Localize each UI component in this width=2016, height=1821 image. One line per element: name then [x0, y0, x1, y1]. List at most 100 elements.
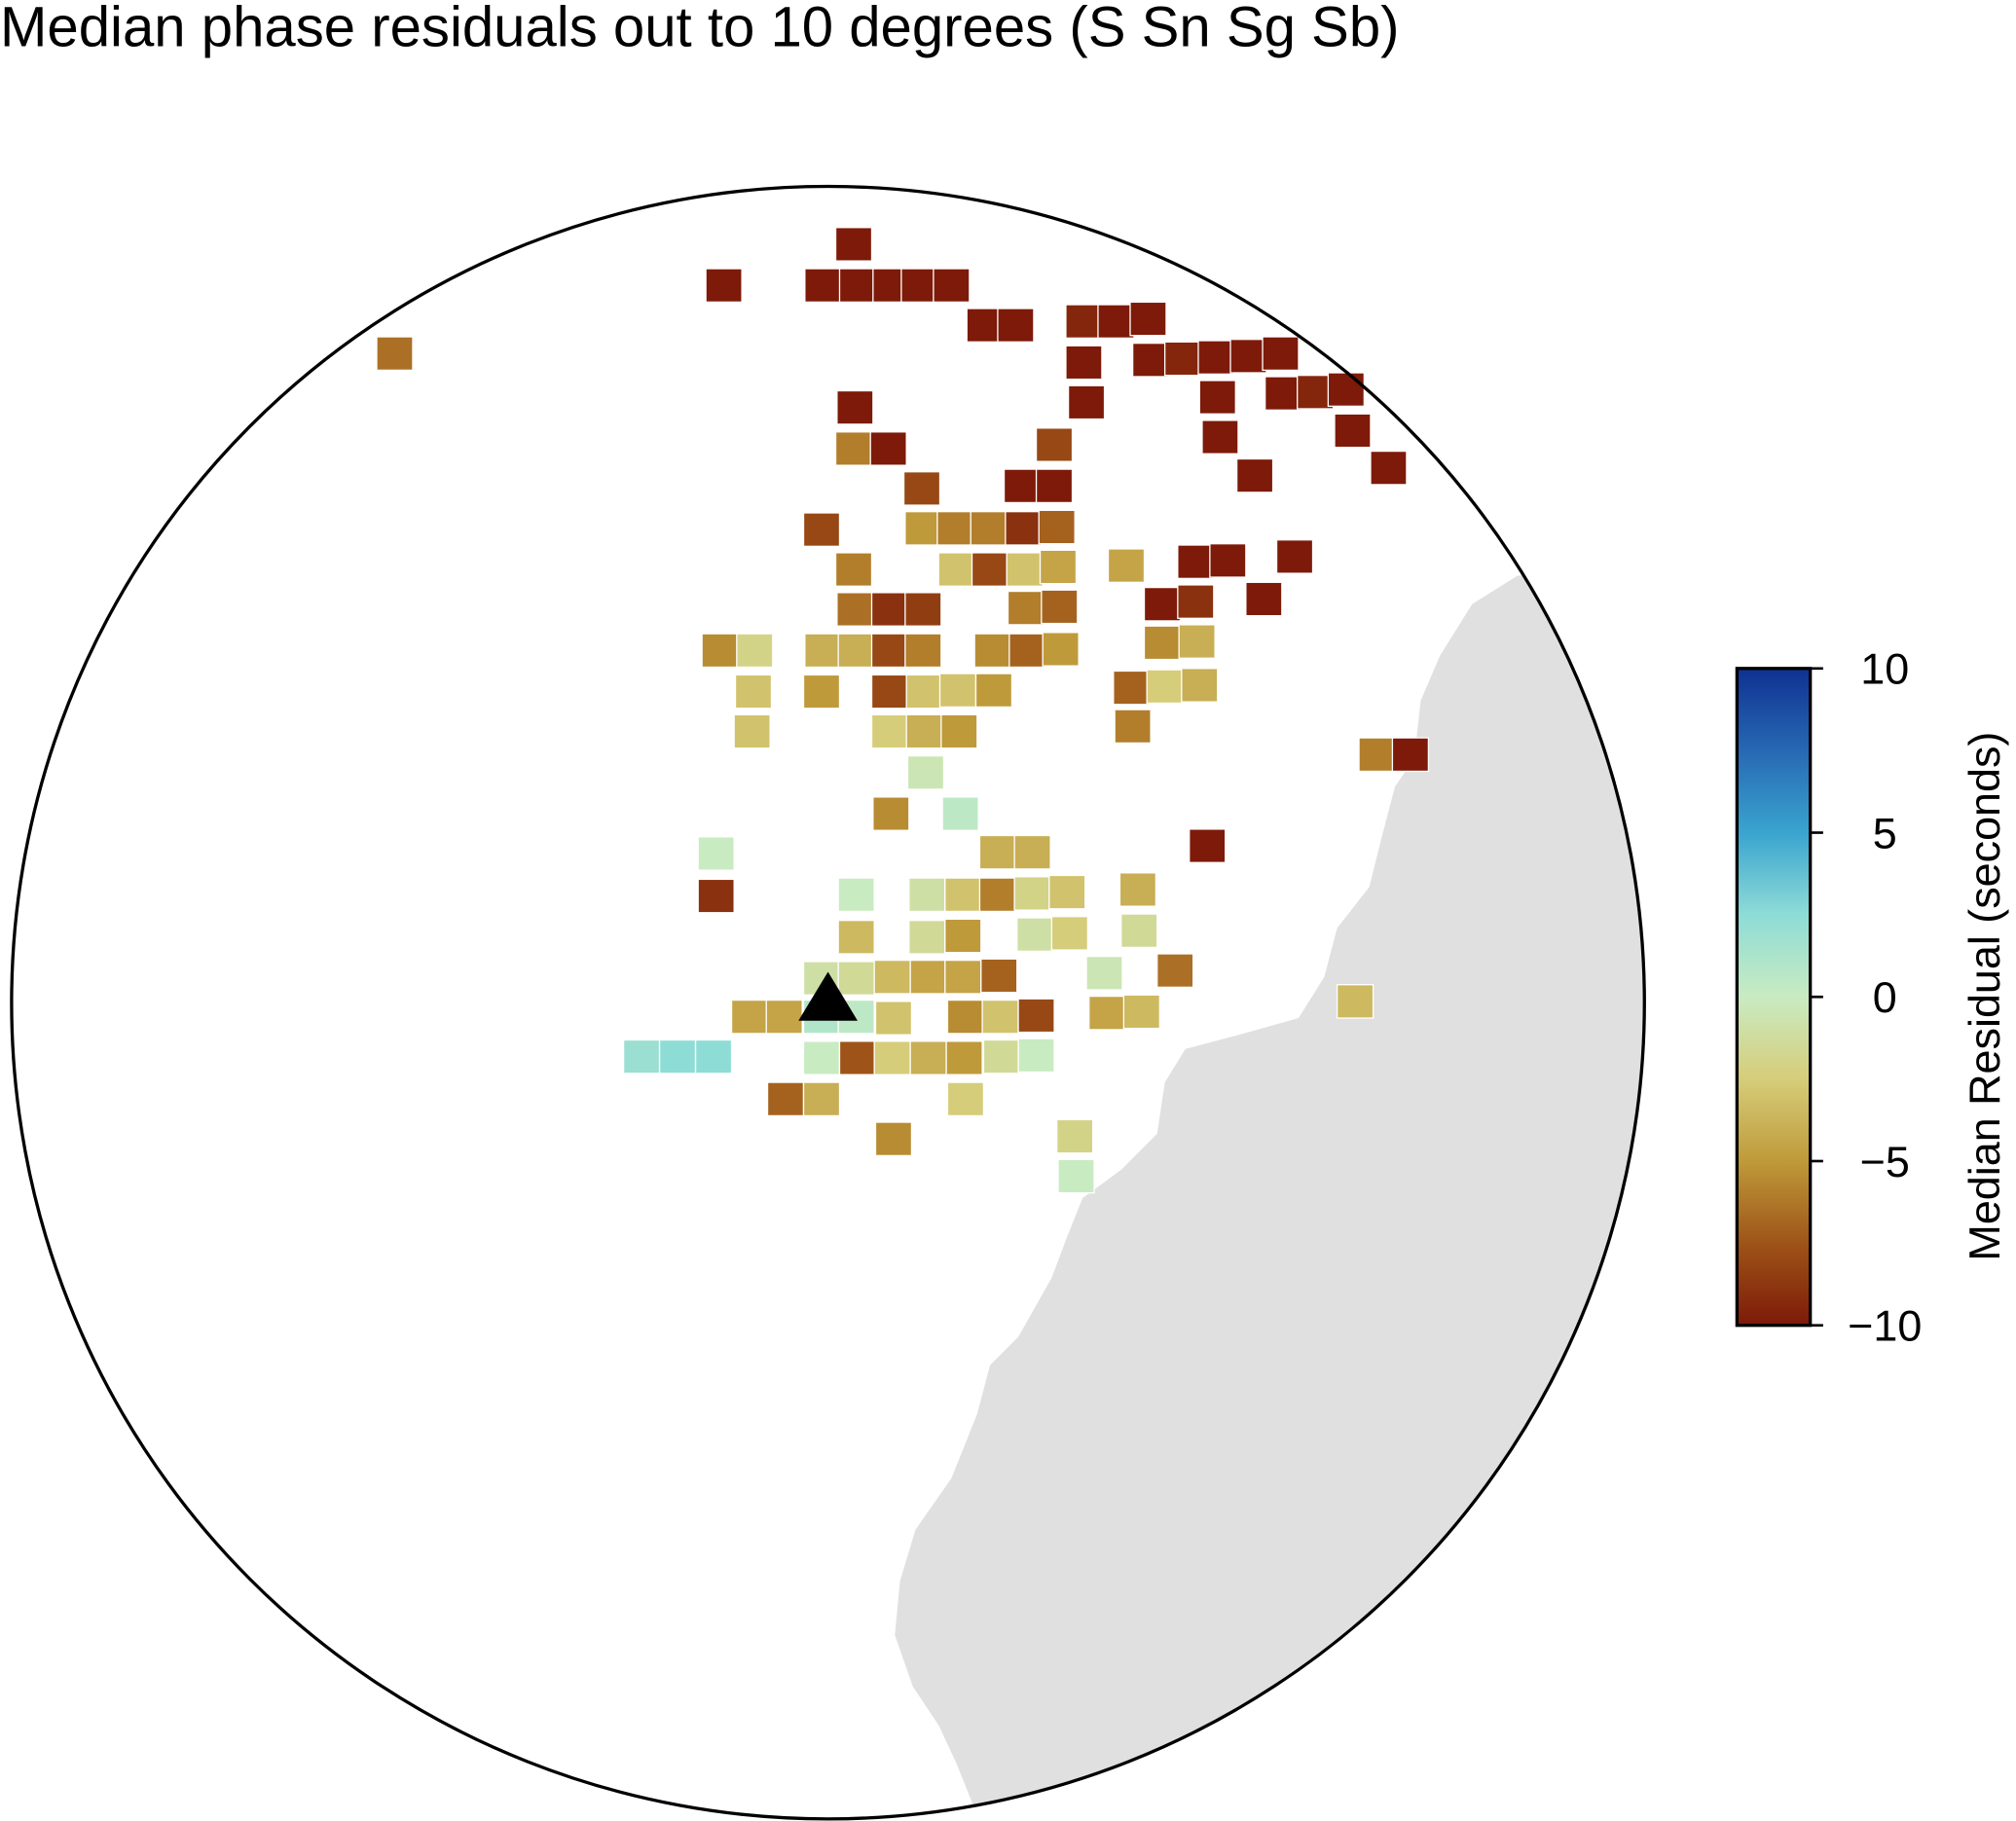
residual-cell: [658, 1038, 697, 1074]
residual-cell: [1358, 737, 1396, 773]
residual-cell: [937, 552, 975, 587]
residual-cell: [834, 552, 873, 587]
residual-cell: [1334, 413, 1372, 449]
residual-cell: [904, 633, 942, 669]
residual-cell: [869, 431, 907, 466]
residual-cell: [1107, 548, 1146, 583]
residual-cell: [904, 592, 942, 627]
station-marker: [798, 971, 858, 1021]
residual-cell: [1201, 419, 1239, 455]
residual-cell: [804, 633, 842, 669]
residual-cell: [909, 959, 947, 995]
residual-cell: [872, 796, 910, 831]
residual-cell: [1013, 876, 1051, 911]
residual-cell: [804, 268, 842, 304]
residual-cell: [1013, 834, 1051, 870]
residual-cell: [1118, 872, 1157, 907]
residual-cell: [1065, 304, 1103, 340]
residual-cell: [1113, 670, 1151, 706]
residual-cell: [1275, 539, 1314, 574]
residual-cell: [1065, 345, 1103, 381]
residual-cell: [730, 999, 769, 1035]
residual-cell: [973, 633, 1011, 669]
cell-layer: [376, 227, 1430, 1194]
residual-cell: [1245, 581, 1283, 617]
residual-cell: [697, 836, 735, 871]
residual-cell: [1198, 380, 1236, 415]
residual-cell: [1197, 340, 1235, 376]
residual-cell: [694, 1038, 733, 1074]
residual-cell: [1156, 953, 1194, 989]
residual-cell: [1177, 584, 1215, 619]
residual-cell: [900, 268, 938, 304]
residual-cell: [1085, 955, 1123, 991]
residual-cell: [1048, 874, 1086, 910]
residual-cell: [974, 673, 1013, 709]
residual-cell: [1114, 709, 1152, 745]
residual-cell: [837, 877, 875, 913]
residual-cell: [1003, 468, 1042, 504]
land-layer: [895, 539, 1645, 1819]
residual-cell: [1097, 304, 1135, 340]
residual-cell: [1181, 668, 1219, 703]
residual-cell: [902, 471, 941, 506]
residual-cell: [1370, 450, 1408, 486]
residual-cell: [838, 1040, 877, 1075]
colorbar-label: Median Residual (seconds): [1960, 732, 2009, 1261]
residual-cell: [1007, 590, 1045, 626]
residual-cell: [1235, 457, 1274, 493]
residual-cell: [1131, 342, 1170, 378]
land: [895, 539, 1645, 1819]
residual-cell: [1056, 1118, 1094, 1154]
residual-cell: [836, 592, 874, 627]
residual-cell: [802, 1081, 841, 1117]
residual-cell: [971, 552, 1009, 587]
residual-cell: [1057, 1158, 1095, 1194]
residual-cell: [701, 633, 739, 669]
residual-cell: [1035, 468, 1074, 504]
residual-cell: [1327, 372, 1366, 408]
residual-cell: [1178, 624, 1216, 659]
residual-cell: [874, 1001, 913, 1036]
residual-cell: [908, 877, 946, 913]
globe-outline: [10, 184, 1646, 1821]
residual-cell: [1229, 339, 1267, 374]
residual-cell: [705, 268, 743, 304]
residual-cell: [944, 959, 982, 995]
residual-cell: [837, 961, 875, 996]
residual-cell: [1088, 995, 1126, 1031]
residual-cell: [904, 511, 942, 546]
residual-cell: [837, 920, 875, 955]
residual-cell: [733, 713, 771, 749]
colorbar-tick-label: 10: [1860, 644, 1909, 694]
residual-cell: [1017, 998, 1055, 1034]
residual-cell: [873, 959, 911, 995]
residual-cell: [1143, 625, 1182, 661]
residual-cell: [766, 1081, 805, 1117]
residual-cell: [938, 673, 977, 709]
residual-cell: [1041, 589, 1079, 625]
residual-cell: [734, 674, 773, 710]
residual-cell: [944, 918, 982, 954]
residual-cell: [1262, 336, 1300, 372]
residual-cell: [834, 227, 873, 262]
colorbar-gradient: [1735, 667, 1813, 1328]
residual-cell: [944, 877, 982, 913]
residual-cell: [765, 999, 803, 1035]
residual-cell: [1163, 341, 1202, 377]
residual-cell: [1120, 913, 1158, 949]
residual-cell: [966, 308, 1004, 343]
colorbar-tick-label: 5: [1873, 808, 1897, 857]
residual-cell: [1039, 549, 1078, 585]
residual-cell: [982, 1038, 1021, 1074]
residual-cell: [1129, 301, 1167, 337]
residual-cell: [933, 268, 971, 304]
colorbar-tick-label: −10: [1848, 1301, 1922, 1351]
residual-cell: [997, 308, 1035, 343]
residual-cell: [980, 958, 1018, 994]
residual-cell: [1016, 917, 1054, 953]
residual-cell: [870, 592, 909, 627]
residual-cell: [941, 796, 979, 831]
residual-cell: [836, 389, 874, 425]
